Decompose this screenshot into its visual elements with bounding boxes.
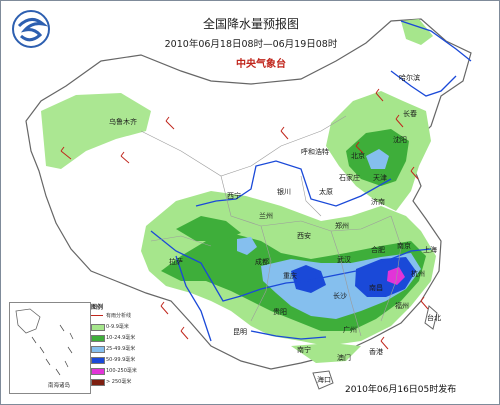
city-nanning: 南宁	[297, 346, 311, 354]
rain-area-storm	[291, 265, 326, 293]
legend-item: 10-24.9毫米	[91, 334, 161, 342]
city-changsha: 长沙	[333, 292, 347, 300]
legend-label: 100-250毫米	[106, 368, 137, 374]
agency-name: 中央气象台	[236, 59, 286, 70]
issue-date: 2010年06月16日05时发布	[345, 385, 457, 395]
heilong-river	[400, 20, 472, 62]
city-yinchuan: 银川	[277, 188, 291, 196]
legend-item: 有雨分析线	[91, 312, 161, 320]
wind-barb-icon	[420, 296, 429, 310]
city-fuzhou: 福州	[395, 302, 409, 310]
city-harbin: 哈尔滨	[399, 74, 420, 82]
city-macau: 澳门	[337, 354, 351, 362]
legend-swatch	[91, 335, 105, 342]
legend-item: 0-9.9毫米	[91, 323, 161, 331]
rain-area-light	[291, 343, 361, 363]
yangtze-river	[150, 230, 432, 302]
city-nanchang: 南昌	[369, 284, 383, 292]
legend-item: 100-250毫米	[91, 367, 161, 375]
city-haikou: 海口	[317, 376, 331, 384]
city-hangzhou: 杭州	[411, 270, 425, 278]
province-borders	[140, 115, 402, 337]
wind-barb-icon	[160, 301, 169, 315]
pearl-river	[250, 330, 327, 340]
inset-label: 南海诸岛	[48, 383, 71, 389]
city-urumqi: 乌鲁木齐	[109, 118, 137, 126]
city-nanjing: 南京	[397, 242, 411, 250]
city-shijiazhuang: 石家庄	[339, 174, 360, 182]
wind-barb-icon	[375, 88, 384, 102]
city-xining: 西宁	[227, 192, 241, 200]
rain-area-light	[401, 19, 433, 45]
city-taiyuan: 太原	[319, 188, 333, 196]
city-hohhot: 呼和浩特	[301, 148, 329, 156]
rain-area-light	[41, 93, 151, 169]
taiwan-outline	[424, 305, 438, 330]
city-shenyang: 沈阳	[393, 136, 407, 144]
city-taipei: 台北	[427, 314, 441, 322]
city-guiyang: 贵阳	[273, 308, 287, 316]
city-lanzhou: 兰州	[259, 212, 273, 220]
wind-barb-icon	[380, 336, 389, 350]
city-xian: 西安	[297, 232, 311, 240]
legend-label: 有雨分析线	[106, 313, 132, 319]
yellow-river	[195, 160, 392, 207]
legend-label: > 250毫米	[106, 379, 132, 385]
hainan-outline	[312, 370, 334, 390]
city-chongqing: 重庆	[283, 272, 297, 280]
wind-barb-icon	[280, 126, 289, 140]
city-jinan: 济南	[371, 198, 385, 206]
wind-barb-icon	[410, 166, 419, 180]
legend: 图例 有雨分析线 0-9.9毫米 10-24.9毫米 25-49.9毫米 50-…	[91, 302, 161, 394]
rain-area-heavy	[366, 149, 389, 169]
rain-area-heavy	[237, 237, 257, 255]
legend-item: > 250毫米	[91, 378, 161, 386]
city-lhasa: 拉萨	[169, 258, 183, 266]
lancang-river	[175, 255, 212, 342]
legend-swatch	[91, 368, 105, 375]
map-title: 全国降水量预报图	[202, 17, 299, 31]
legend-item: 25-49.9毫米	[91, 345, 161, 353]
legend-label: 10-24.9毫米	[106, 335, 136, 341]
south-china-sea-inset: 南海诸岛	[9, 302, 91, 394]
city-guangzhou: 广州	[343, 326, 357, 334]
city-changchun: 长春	[403, 110, 417, 118]
wind-barb-icon	[60, 146, 72, 160]
rain-area-big-storm	[387, 267, 405, 285]
legend-label: 25-49.9毫米	[106, 346, 136, 352]
legend-label: 0-9.9毫米	[106, 324, 129, 330]
city-kunming: 昆明	[233, 328, 247, 336]
legend-item: 50-99.9毫米	[91, 356, 161, 364]
city-chengdu: 成都	[255, 258, 269, 266]
legend-swatch	[91, 346, 105, 353]
legend-label: 50-99.9毫米	[106, 357, 136, 363]
legend-swatch	[91, 315, 103, 316]
city-shanghai: 上海	[423, 246, 437, 254]
wind-barb-icon	[120, 151, 130, 164]
city-beijing: 北京	[351, 152, 365, 160]
rivers	[150, 20, 472, 342]
wind-barbs	[60, 88, 429, 350]
legend-swatch	[91, 379, 105, 386]
inset-map-icon	[15, 308, 74, 376]
legend-swatch	[91, 324, 105, 331]
city-hongkong: 香港	[369, 348, 383, 356]
city-hefei: 合肥	[371, 246, 385, 254]
wind-barb-icon	[180, 326, 189, 340]
city-tianjin: 天津	[373, 174, 387, 182]
songhua-river	[390, 70, 457, 97]
wind-barb-icon	[355, 141, 364, 154]
wind-barb-icon	[395, 114, 404, 128]
city-wuhan: 武汉	[337, 256, 351, 264]
cma-logo-icon	[12, 10, 50, 48]
city-zhengzhou: 郑州	[335, 222, 349, 230]
legend-title: 图例	[91, 304, 104, 311]
forecast-period: 2010年06月18日08时—06月19日08时	[164, 39, 338, 50]
rain-area-moderate	[176, 216, 241, 241]
legend-swatch	[91, 357, 105, 364]
wind-barb-icon	[165, 116, 175, 130]
